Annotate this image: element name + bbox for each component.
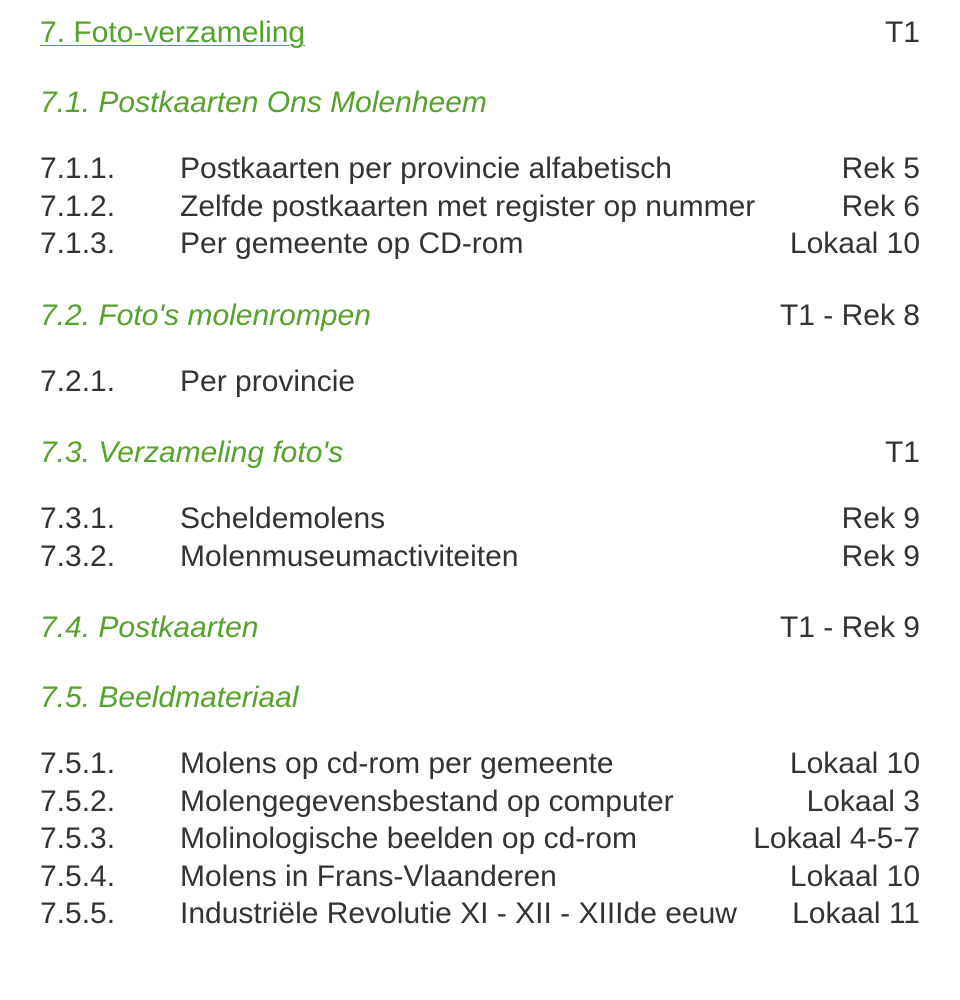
- entry-location: Rek 6: [842, 188, 920, 226]
- subsection-7-1: 7.1. Postkaarten Ons Molenheem: [40, 86, 920, 120]
- entry-row: 7.1.2. Zelfde postkaarten met register o…: [40, 188, 920, 226]
- subsection-7-5: 7.5. Beeldmateriaal: [40, 681, 920, 715]
- entry-location: Lokaal 10: [790, 745, 920, 783]
- entry-location: Lokaal 3: [807, 783, 920, 821]
- entry-location: Lokaal 10: [790, 225, 920, 263]
- entry-label: Postkaarten per provincie alfabetisch: [180, 150, 842, 188]
- entry-label: Molens op cd-rom per gemeente: [180, 745, 790, 783]
- entry-row: 7.5.1. Molens op cd-rom per gemeente Lok…: [40, 745, 920, 783]
- entry-row: 7.1.1. Postkaarten per provincie alfabet…: [40, 150, 920, 188]
- entry-row: 7.3.1. Scheldemolens Rek 9: [40, 500, 920, 538]
- entry-label: Industriële Revolutie XI - XII - XIIIde …: [180, 895, 792, 933]
- entry-location: Rek 9: [842, 500, 920, 538]
- entry-row: 7.5.4. Molens in Frans-Vlaanderen Lokaal…: [40, 858, 920, 896]
- entry-label: Molenmuseumactiviteiten: [180, 538, 842, 576]
- entry-location: Lokaal 10: [790, 858, 920, 896]
- entry-number: 7.1.1.: [40, 150, 180, 188]
- entry-label: Zelfde postkaarten met register op numme…: [180, 188, 842, 226]
- entry-label: Molengegevensbestand op computer: [180, 783, 807, 821]
- entry-location: Lokaal 4-5-7: [753, 820, 920, 858]
- entry-number: 7.3.1.: [40, 500, 180, 538]
- entry-number: 7.5.4.: [40, 858, 180, 896]
- entry-location: Rek 9: [842, 538, 920, 576]
- entry-number: 7.1.3.: [40, 225, 180, 263]
- subsection-title: 7.4. Postkaarten: [40, 611, 258, 645]
- entry-location: Rek 5: [842, 150, 920, 188]
- section-heading-row: 7. Foto-verzameling T1: [40, 16, 920, 50]
- subsection-7-3: 7.3. Verzameling foto's T1: [40, 436, 920, 470]
- subsection-7-2: 7.2. Foto's molenrompen T1 - Rek 8: [40, 299, 920, 333]
- subsection-location: T1 - Rek 8: [780, 299, 920, 333]
- entry-row: 7.1.3. Per gemeente op CD-rom Lokaal 10: [40, 225, 920, 263]
- entry-label: Molinologische beelden op cd-rom: [180, 820, 753, 858]
- subsection-title: 7.3. Verzameling foto's: [40, 436, 343, 470]
- entry-row: 7.5.3. Molinologische beelden op cd-rom …: [40, 820, 920, 858]
- entry-label: Molens in Frans-Vlaanderen: [180, 858, 790, 896]
- subsection-title: 7.2. Foto's molenrompen: [40, 299, 371, 333]
- entry-row: 7.5.5. Industriële Revolutie XI - XII - …: [40, 895, 920, 933]
- entries-7-5: 7.5.1. Molens op cd-rom per gemeente Lok…: [40, 745, 920, 933]
- entry-number: 7.5.3.: [40, 820, 180, 858]
- entry-number: 7.5.5.: [40, 895, 180, 933]
- section-title: 7. Foto-verzameling: [40, 16, 305, 50]
- entry-row: 7.5.2. Molengegevensbestand op computer …: [40, 783, 920, 821]
- subsection-location: T1: [885, 436, 920, 470]
- entry-location: Lokaal 11: [792, 895, 920, 933]
- subsection-title: 7.1. Postkaarten Ons Molenheem: [40, 86, 487, 120]
- entry-number: 7.3.2.: [40, 538, 180, 576]
- entry-number: 7.5.1.: [40, 745, 180, 783]
- entry-label: Per gemeente op CD-rom: [180, 225, 790, 263]
- entry-row: 7.2.1. Per provincie: [40, 363, 920, 401]
- entries-7-3: 7.3.1. Scheldemolens Rek 9 7.3.2. Molenm…: [40, 500, 920, 575]
- subsection-title: 7.5. Beeldmateriaal: [40, 681, 299, 715]
- document-page: 7. Foto-verzameling T1 7.1. Postkaarten …: [0, 0, 960, 933]
- subsection-location: T1 - Rek 9: [780, 611, 920, 645]
- subsection-7-4: 7.4. Postkaarten T1 - Rek 9: [40, 611, 920, 645]
- entry-number: 7.2.1.: [40, 363, 180, 401]
- entry-label: Per provincie: [180, 363, 920, 401]
- entry-label: Scheldemolens: [180, 500, 842, 538]
- entry-row: 7.3.2. Molenmuseumactiviteiten Rek 9: [40, 538, 920, 576]
- entries-7-1: 7.1.1. Postkaarten per provincie alfabet…: [40, 150, 920, 263]
- entry-number: 7.5.2.: [40, 783, 180, 821]
- entry-number: 7.1.2.: [40, 188, 180, 226]
- entries-7-2: 7.2.1. Per provincie: [40, 363, 920, 401]
- section-location: T1: [885, 16, 920, 50]
